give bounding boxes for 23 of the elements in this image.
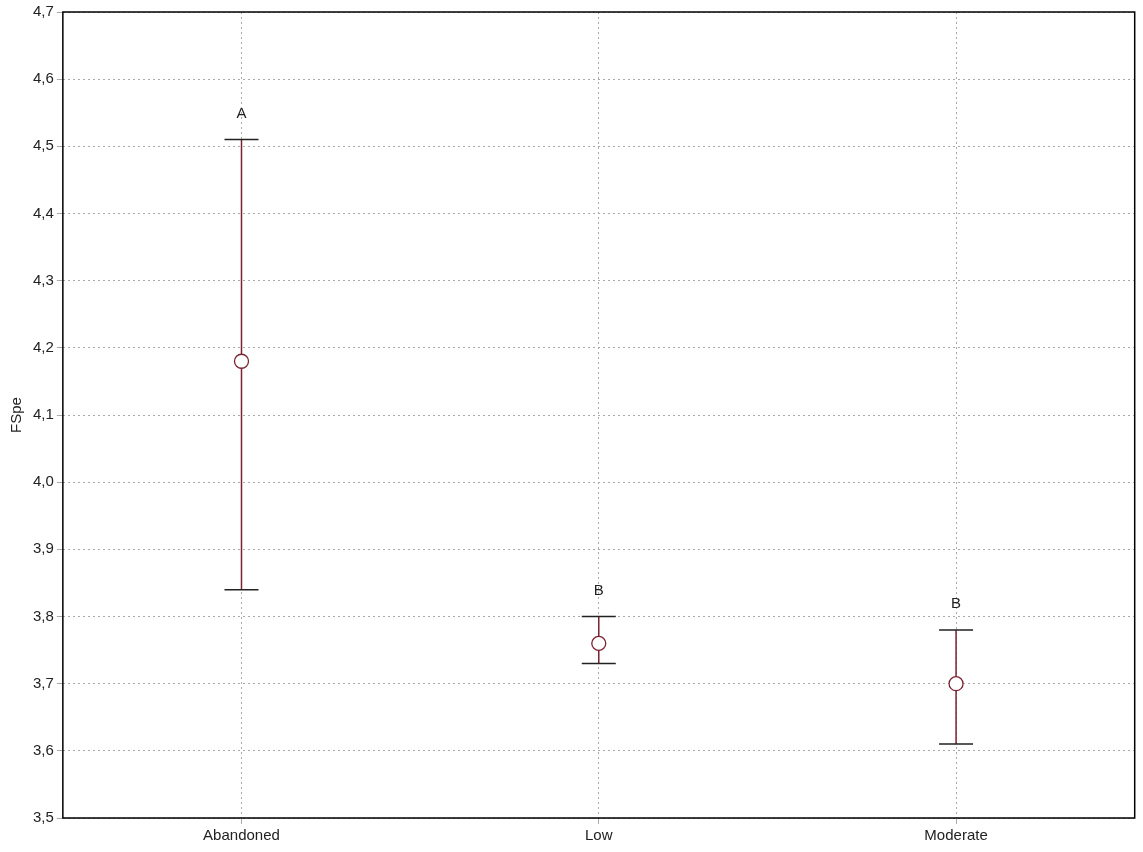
y-tick-label: 3,8: [32, 606, 54, 624]
annotation: B: [951, 594, 962, 612]
annotation: B: [593, 580, 604, 598]
y-tick-label: 3,9: [32, 539, 54, 557]
point: [591, 635, 607, 652]
point: [948, 676, 964, 692]
y-tick-label: 4,3: [32, 270, 54, 288]
y-tick-label: 4,0: [32, 472, 54, 490]
y-tick-label: 4,6: [32, 69, 54, 87]
y-tick-label: 3,7: [32, 673, 54, 691]
y-tick-label: 4,1: [32, 405, 54, 423]
y-tick-label: 3,6: [32, 740, 54, 758]
x-tick-label: Abandoned: [203, 826, 280, 844]
y-axis-title: FSpe: [7, 397, 25, 433]
y-tick-label: 3,5: [32, 808, 54, 826]
x-tick-label: Moderate: [924, 826, 988, 844]
x-tick-label: Low: [585, 826, 613, 844]
y-tick-label: 4,7: [32, 2, 54, 20]
point: [233, 353, 250, 369]
y-tick-label: 4,2: [32, 337, 54, 355]
y-tick-label: 4,5: [32, 136, 54, 154]
annotation: A: [236, 103, 247, 121]
y-tick-label: 4,4: [32, 203, 54, 221]
